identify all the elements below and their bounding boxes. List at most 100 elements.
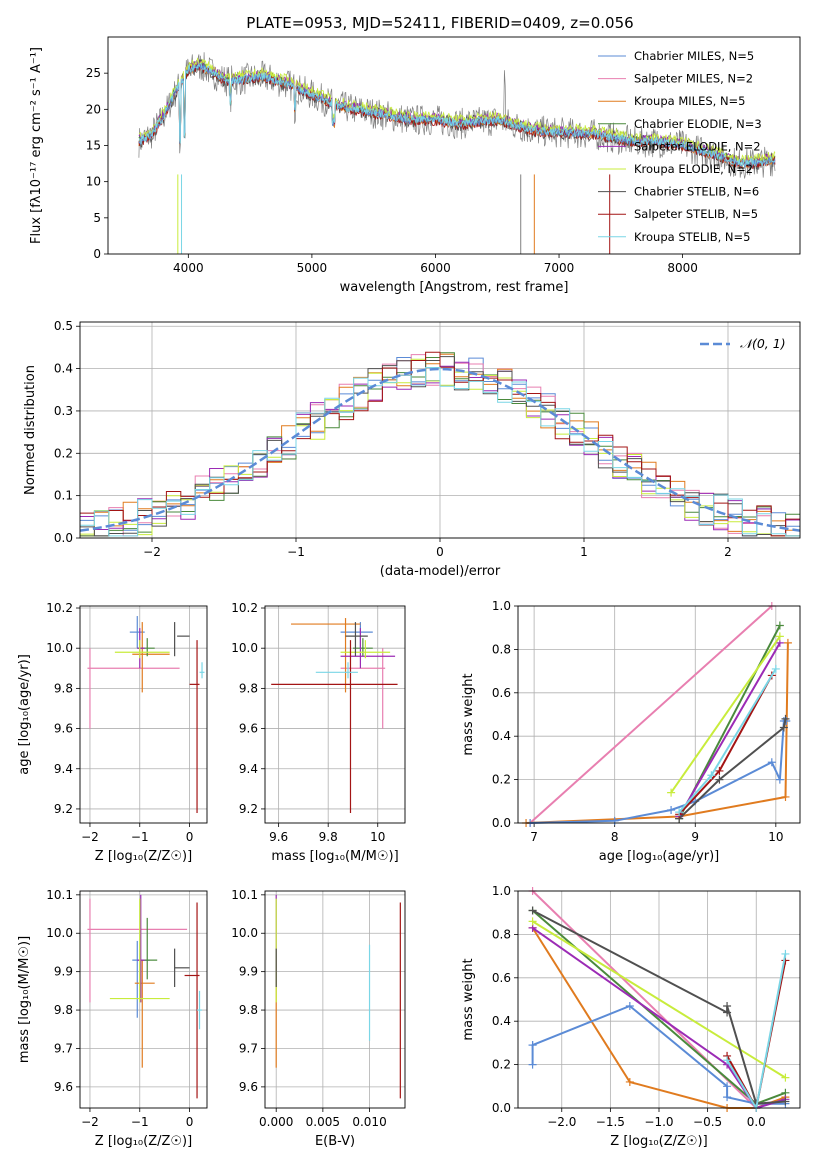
y-axis-label: mass [log₁₀(M/M☉)]: [17, 936, 32, 1063]
x-axis-label: Z [log₁₀(Z/Z☉)]: [95, 1134, 192, 1149]
weight-series-kroupa_elodie: [528, 917, 790, 1082]
x-tick-label: 0.0: [747, 1115, 766, 1129]
y-tick-label: 9.2: [54, 802, 73, 816]
figure-title: PLATE=0953, MJD=52411, FIBERID=0409, z=0…: [246, 14, 633, 32]
y-tick-label: 9.8: [54, 1003, 73, 1017]
panel-4: 7 8 9 10 0.0 0.2 0.4 0.6 0.8 1.0 age [log₁₀(age/yr…: [461, 599, 801, 864]
x-tick-label: −1: [131, 830, 149, 844]
plus-marker: [775, 775, 784, 784]
x-tick-label: 0: [186, 1115, 194, 1129]
y-tick-label: 9.8: [239, 1003, 258, 1017]
x-tick-label: −1: [131, 1115, 149, 1129]
errorbar-point-salpeter_stelib: [184, 902, 200, 1099]
x-tick-label: −2: [81, 1115, 99, 1129]
legend-entry: Salpeter STELIB, N=5: [634, 207, 758, 221]
y-tick-label: 1.0: [492, 599, 511, 613]
x-tick-label: 0.000: [259, 1115, 293, 1129]
plus-marker: [528, 1060, 537, 1069]
errorbar-point-chabrier_stelib: [174, 622, 190, 657]
plus-marker: [667, 805, 676, 814]
errorbar-point-kroupa_stelib: [199, 662, 205, 679]
panel-1: −2 −1 0 1 2 0.0 0.1 0.2 0.3 0.4 0.5 (data-model)/er…: [23, 319, 801, 579]
y-tick-label: 9.6: [239, 722, 258, 736]
axes-frame: [79, 605, 208, 824]
y-tick-label: 10.1: [46, 888, 73, 902]
x-tick-label: 7000: [544, 261, 575, 275]
y-tick-label: 0.1: [54, 489, 73, 503]
axes-frame: [264, 890, 406, 1109]
plus-marker: [528, 906, 537, 915]
errorbar-point-kroupa_elodie: [109, 898, 170, 1003]
y-tick-label: 1.0: [492, 884, 511, 898]
axes-frame: [79, 321, 801, 539]
y-tick-label: 0.6: [492, 686, 511, 700]
errorbar-point-salpeter_miles: [87, 898, 188, 1003]
spectrum-series-kroupa_stelib: [138, 62, 776, 167]
x-tick-label: 0.010: [352, 1115, 386, 1129]
plot-area: [528, 887, 790, 1112]
plus-marker: [767, 758, 776, 767]
errorbar-point-kroupa_stelib: [315, 662, 358, 679]
panel-3: 9.6 9.8 10 9.2 9.4 9.6 9.8 10.0 10.2 mass [log₁₀(…: [231, 601, 406, 864]
x-tick-label: 9.6: [269, 830, 288, 844]
y-tick-label: 0.0: [492, 1101, 511, 1115]
axes-frame: [517, 890, 801, 1109]
y-axis-label: Normed distribution: [23, 365, 38, 495]
panel-7: −2.0 −1.5 −1.0 −0.5 0.0 0.0 0.2 0.4 0.6 0.8 1.0 Z […: [461, 884, 801, 1149]
errorbar-point-kroupa_elodie: [340, 640, 391, 659]
errorbar-point-chabrier_stelib: [345, 622, 368, 657]
x-tick-label: 10: [768, 830, 783, 844]
y-tick-label: 9.6: [239, 1080, 258, 1094]
weight-series-kroupa_stelib: [675, 664, 780, 817]
plot-area: [522, 602, 792, 827]
x-axis-label: mass [log₁₀(M/M☉)]: [271, 849, 398, 864]
plus-marker: [610, 816, 619, 825]
y-tick-label: 9.4: [54, 762, 73, 776]
plus-marker: [775, 632, 784, 641]
y-tick-label: 10.0: [46, 926, 73, 940]
x-axis-label: (data-model)/error: [380, 564, 501, 579]
plot-area: [138, 52, 776, 254]
histogram-kroupa_stelib: [80, 367, 800, 537]
x-axis-label: age [log₁₀(age/yr)]: [599, 849, 720, 864]
x-tick-label: −0.5: [693, 1115, 722, 1129]
x-tick-label: 9.8: [319, 830, 338, 844]
plus-marker: [675, 808, 684, 817]
y-tick-label: 0.0: [492, 816, 511, 830]
y-tick-label: 10: [86, 175, 101, 189]
legend-entry: 𝒩(0, 1): [740, 336, 786, 351]
normal-curve: [80, 367, 800, 532]
errorbar-point-chabrier_elodie: [352, 638, 373, 657]
y-axis-label: age [log₁₀(age/yr)]: [17, 654, 32, 775]
y-tick-label: 9.8: [54, 681, 73, 695]
legend: Chabrier MILES, N=5 Salpeter MILES, N=2 Kr…: [598, 49, 762, 244]
panel-6: 0.000 0.005 0.010 9.6 9.7 9.8 9.9 10.0 10.1 E(B-V…: [231, 888, 406, 1149]
y-tick-label: 0.5: [54, 319, 73, 333]
y-tick-label: 9.9: [239, 965, 258, 979]
x-tick-label: −1.0: [644, 1115, 673, 1129]
y-tick-label: 0.8: [492, 927, 511, 941]
y-tick-label: 20: [86, 102, 101, 116]
x-tick-label: −2: [143, 545, 161, 559]
y-tick-label: 9.4: [239, 762, 258, 776]
y-tick-label: 10.1: [231, 888, 258, 902]
axes-frame: [79, 890, 208, 1109]
weight-series-chabrier_stelib: [528, 906, 790, 1108]
errorbar-point-kroupa_elodie: [114, 640, 170, 659]
panel-2: −2 −1 0 9.2 9.4 9.6 9.8 10.0 10.2 Z [log₁₀(Z/Z☉)]…: [17, 601, 208, 864]
y-tick-label: 0.4: [492, 1014, 511, 1028]
y-tick-label: 0.6: [492, 971, 511, 985]
axes-frame: [264, 605, 406, 824]
x-tick-label: 8000: [667, 261, 698, 275]
y-tick-label: 5: [93, 211, 101, 225]
plus-marker: [715, 775, 724, 784]
plus-marker: [781, 949, 790, 958]
plus-marker: [625, 1002, 634, 1011]
x-axis-label: Z [log₁₀(Z/Z☉)]: [610, 1134, 707, 1149]
weight-series-kroupa_elodie: [667, 632, 784, 797]
x-tick-label: −2.0: [547, 1115, 576, 1129]
plus-marker: [528, 917, 537, 926]
plus-marker: [779, 723, 788, 732]
x-tick-label: 0.005: [306, 1115, 340, 1129]
y-tick-label: 9.6: [54, 1080, 73, 1094]
